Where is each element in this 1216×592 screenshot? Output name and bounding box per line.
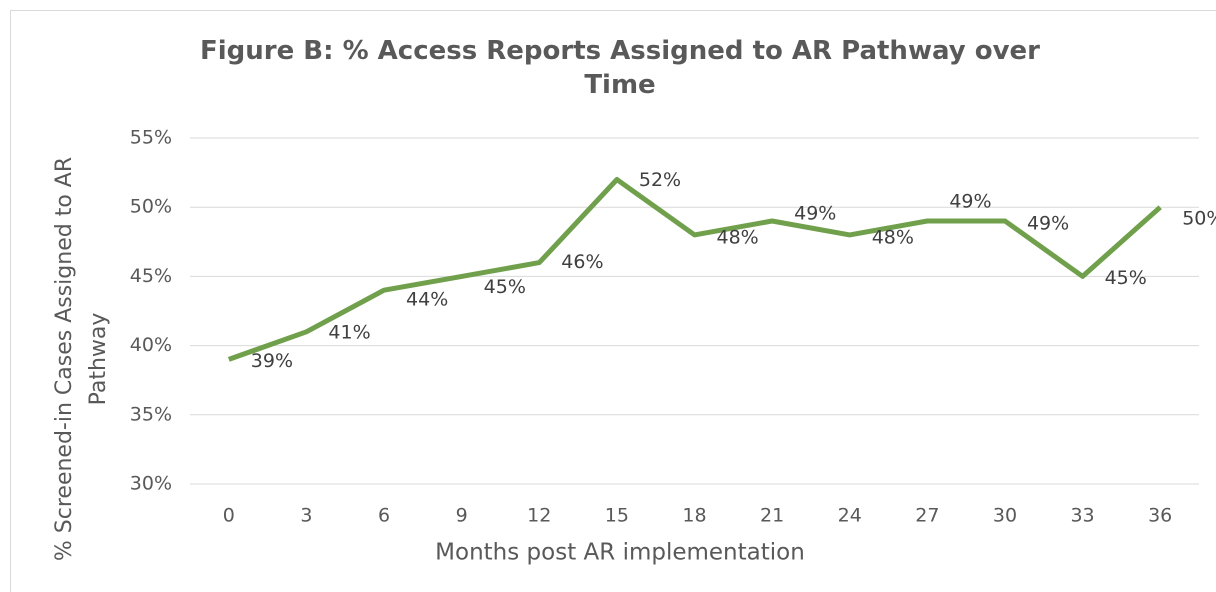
data-label: 45%	[1105, 267, 1147, 289]
data-label: 49%	[949, 191, 991, 213]
x-axis-title: Months post AR implementation	[435, 540, 805, 566]
data-label: 52%	[639, 169, 681, 191]
y-tick-label: 30%	[130, 473, 172, 495]
y-tick-label: 45%	[130, 265, 172, 287]
y-tick-label: 50%	[130, 196, 172, 218]
data-line	[227, 177, 1162, 362]
data-label: 46%	[561, 251, 603, 273]
data-label: 48%	[872, 226, 914, 248]
y-tick-label: 35%	[130, 403, 172, 425]
x-tick-label: 21	[760, 505, 784, 527]
y-tick-label: 40%	[130, 334, 172, 356]
data-label: 44%	[406, 289, 448, 311]
chart-frame	[10, 10, 1216, 592]
y-axis-title: % Screened-in Cases Assigned to AR Pathw…	[52, 156, 111, 562]
x-tick-label: 24	[838, 505, 862, 527]
data-label: 49%	[1027, 213, 1069, 235]
data-label: 41%	[328, 321, 370, 343]
x-tick-label: 12	[527, 505, 551, 527]
x-tick-label: 6	[378, 505, 390, 527]
x-tick-label: 15	[605, 505, 629, 527]
x-tick-label: 36	[1148, 505, 1172, 527]
x-tick-label: 30	[993, 505, 1017, 527]
x-tick-label: 33	[1070, 505, 1094, 527]
x-tick-label: 0	[223, 505, 235, 527]
x-tick-label: 3	[300, 505, 312, 527]
data-label: 50%	[1182, 208, 1216, 230]
x-tick-label: 9	[456, 505, 468, 527]
chart-title: Figure B: % Access Reports Assigned to A…	[200, 36, 1040, 100]
x-tick-label: 18	[682, 505, 706, 527]
x-tick-label: 27	[915, 505, 939, 527]
y-tick-label: 55%	[130, 127, 172, 149]
data-label: 49%	[794, 203, 836, 225]
data-label: 45%	[484, 276, 526, 298]
data-label: 48%	[717, 226, 759, 248]
data-label: 39%	[251, 350, 293, 372]
